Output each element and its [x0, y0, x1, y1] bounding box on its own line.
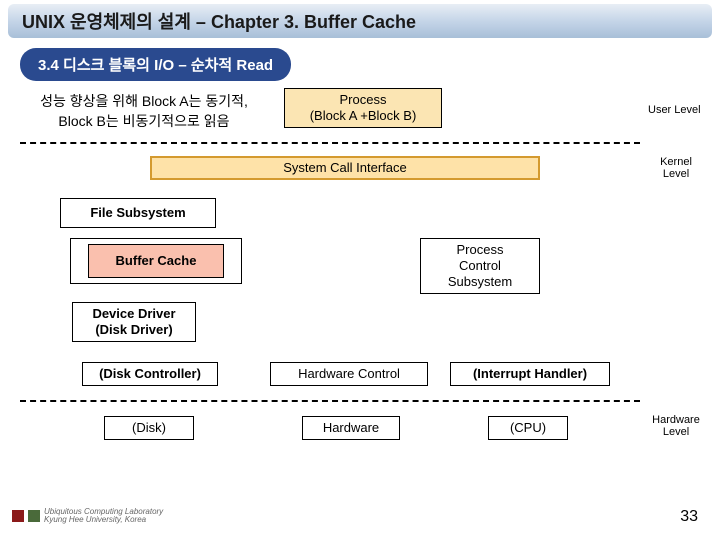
title-text: UNIX 운영체제의 설계 – Chapter 3. Buffer Cache: [22, 8, 416, 34]
disk-controller-box: (Disk Controller): [82, 362, 218, 386]
disk-label: (Disk): [132, 420, 166, 436]
disk-ctrl-label: (Disk Controller): [99, 366, 201, 382]
cpu-label: (CPU): [510, 420, 546, 436]
kernel-level-label: Kernel Level: [648, 156, 704, 180]
logo-square-2: [28, 510, 40, 522]
buffer-cache-label: Buffer Cache: [116, 253, 197, 269]
hardware-level-label: Hardware Level: [648, 414, 704, 438]
disk-box: (Disk): [104, 416, 194, 440]
hardware-label: Hardware: [323, 420, 379, 436]
file-sub-label: File Subsystem: [90, 205, 185, 221]
process-ctrl-label: Process Control Subsystem: [448, 242, 512, 291]
cpu-box: (CPU): [488, 416, 568, 440]
process-control-box: Process Control Subsystem: [420, 238, 540, 294]
device-driver-box: Device Driver (Disk Driver): [72, 302, 196, 342]
divider-kernel-hardware: [20, 400, 640, 402]
section-pill: 3.4 디스크 블록의 I/O – 순차적 Read: [20, 48, 291, 81]
footer-text-2: Kyung Hee University, Korea: [44, 516, 163, 524]
logo-square-1: [12, 510, 24, 522]
section-text: 3.4 디스크 블록의 I/O – 순차적 Read: [38, 57, 273, 74]
process-label: Process (Block A +Block B): [310, 92, 417, 125]
interrupt-handler-box: (Interrupt Handler): [450, 362, 610, 386]
hw-ctrl-label: Hardware Control: [298, 366, 400, 382]
process-box: Process (Block A +Block B): [284, 88, 442, 128]
description: 성능 향상을 위해 Block A는 동기적, Block B는 비동기적으로 …: [24, 92, 264, 131]
desc-line: 성능 향상을 위해 Block A는 동기적, Block B는 비동기적으로 …: [40, 93, 248, 129]
file-subsystem-box: File Subsystem: [60, 198, 216, 228]
buffer-cache-box: Buffer Cache: [88, 244, 224, 278]
hardware-control-box: Hardware Control: [270, 362, 428, 386]
hardware-box: Hardware: [302, 416, 400, 440]
user-level-label: User Level: [648, 104, 701, 116]
sci-label: System Call Interface: [283, 160, 407, 176]
system-call-interface-box: System Call Interface: [150, 156, 540, 180]
divider-user-kernel: [20, 142, 640, 144]
dev-driver-label: Device Driver (Disk Driver): [92, 306, 175, 339]
title-bar: UNIX 운영체제의 설계 – Chapter 3. Buffer Cache: [8, 4, 712, 38]
page-number: 33: [680, 508, 698, 526]
logo-text-wrap: Ubiquitous Computing Laboratory Kyung He…: [44, 508, 163, 524]
footer-logo: Ubiquitous Computing Laboratory Kyung He…: [12, 504, 192, 528]
int-handler-label: (Interrupt Handler): [473, 366, 587, 382]
